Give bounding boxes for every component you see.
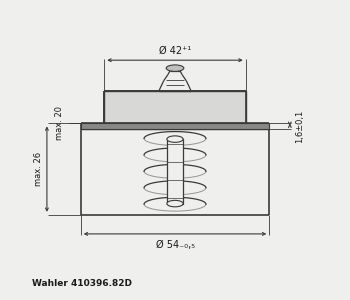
Ellipse shape xyxy=(167,200,183,207)
Bar xyxy=(81,124,269,129)
Text: Ø 42⁺¹: Ø 42⁺¹ xyxy=(159,46,191,56)
Ellipse shape xyxy=(167,136,183,142)
Bar xyxy=(167,139,183,204)
Ellipse shape xyxy=(166,65,184,71)
Text: Ø 54₋₀,₅: Ø 54₋₀,₅ xyxy=(155,240,195,250)
Bar xyxy=(104,91,246,124)
Text: max. 26: max. 26 xyxy=(34,152,43,186)
Text: max. 20: max. 20 xyxy=(55,106,64,140)
Text: Wahler 410396.82D: Wahler 410396.82D xyxy=(32,279,132,288)
Text: 1,6±0,1: 1,6±0,1 xyxy=(295,110,304,143)
